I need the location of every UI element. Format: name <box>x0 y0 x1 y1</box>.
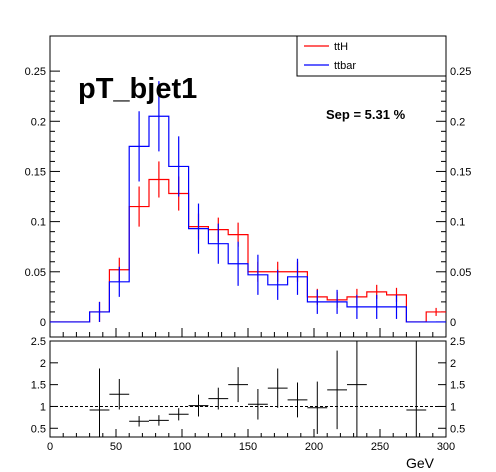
x-tick-label: 150 <box>239 441 257 453</box>
y-tick-label-left: 0.25 <box>25 66 46 78</box>
x-tick-label: 200 <box>305 441 323 453</box>
ratio-y-tick-label-left: 0.5 <box>31 423 46 435</box>
chart-title: pT_bjet1 <box>78 73 197 105</box>
y-tick-label-left: 0 <box>40 317 46 329</box>
ratio-y-tick-label-right: 0.5 <box>450 423 465 435</box>
y-tick-label-right: 0 <box>450 317 456 329</box>
ratio-plot-frame <box>49 340 447 438</box>
ratio-y-tick-label-right: 2.5 <box>450 336 465 348</box>
y-tick-label-right: 0.25 <box>450 66 471 78</box>
ratio-y-tick-label-left: 2.5 <box>31 336 46 348</box>
y-tick-label-left: 0.15 <box>25 166 46 178</box>
y-tick-label-left: 0.1 <box>31 217 46 229</box>
y-tick-label-right: 0.15 <box>450 166 471 178</box>
ratio-y-tick-label-right: 2 <box>450 358 456 370</box>
ratio-y-tick-label-right: 1.5 <box>450 380 465 392</box>
ratio-y-tick-label-left: 1 <box>40 401 46 413</box>
ratio-panel: 0.5 0.5 1 1 1.5 1.5 2 2 2.5 2.5 0 50 100 150 200 250 300 <box>31 336 466 453</box>
legend-box <box>296 35 447 77</box>
separation-annotation: Sep = 5.31 % <box>326 107 406 122</box>
legend-label-ttH: ttH <box>334 41 348 53</box>
y-tick-label-left: 0.2 <box>31 116 46 128</box>
y-tick-label-left: 0.05 <box>25 267 46 279</box>
x-axis-label: GeV <box>406 455 435 471</box>
main-histogram-panel: 0 0 0.05 0.05 0.1 0.1 0.15 0.15 0.2 0.2 0.25 0.25 <box>25 35 471 338</box>
legend: ttH ttbar <box>296 35 447 77</box>
y-tick-label-right: 0.1 <box>450 217 465 229</box>
x-tick-label: 250 <box>371 441 389 453</box>
y-tick-label-right: 0.2 <box>450 116 465 128</box>
histogram-ttbar <box>50 115 446 323</box>
x-tick-label: 0 <box>47 441 53 453</box>
ratio-y-tick-label-left: 2 <box>40 358 46 370</box>
ratio-y-tick-label-left: 1.5 <box>31 380 46 392</box>
y-tick-label-right: 0.05 <box>450 267 471 279</box>
x-tick-label: 100 <box>173 441 191 453</box>
legend-label-ttbar: ttbar <box>334 60 356 72</box>
x-tick-label: 50 <box>110 441 122 453</box>
ratio-y-tick-label-right: 1 <box>450 401 456 413</box>
x-tick-label: 300 <box>437 441 455 453</box>
